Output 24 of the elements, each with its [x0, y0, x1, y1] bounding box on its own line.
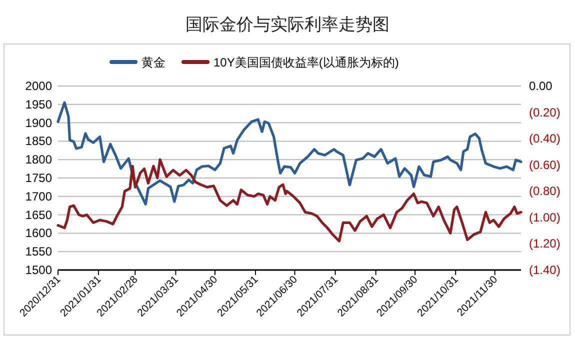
- y-tick-label: 1900: [25, 116, 52, 130]
- y-tick-label: 1600: [25, 226, 52, 240]
- y-tick-label: 1700: [25, 189, 52, 204]
- line-series: [56, 158, 522, 242]
- y-tick-label: 1800: [25, 152, 52, 167]
- y-tick-label: 1500: [25, 263, 52, 277]
- y2-tick-label: (1.20): [529, 236, 560, 251]
- y-tick-label: 1550: [25, 244, 52, 259]
- y-tick-label: 1950: [25, 97, 52, 112]
- y2-tick-label: (1.00): [529, 210, 560, 224]
- chart-title: 国际金价与实际利率走势图: [186, 15, 390, 34]
- y-tick-label: 1650: [25, 208, 52, 222]
- y2-tick-label: (0.60): [529, 158, 560, 172]
- y2-tick-label: 0.00: [529, 79, 553, 93]
- y-tick-label: 1850: [25, 134, 52, 148]
- y-tick-label: 2000: [25, 79, 52, 93]
- y2-tick-label: (0.40): [529, 132, 560, 146]
- y2-tick-label: (0.20): [529, 105, 560, 120]
- y-tick-label: 1750: [25, 171, 52, 185]
- y2-tick-label: (0.80): [529, 184, 560, 198]
- y2-tick-label: (1.40): [529, 263, 560, 277]
- legend-label: 10Y美国国债收益率(以通胀为标的): [214, 56, 399, 70]
- legend-label: 黄金: [142, 56, 166, 70]
- line-series: [56, 101, 522, 206]
